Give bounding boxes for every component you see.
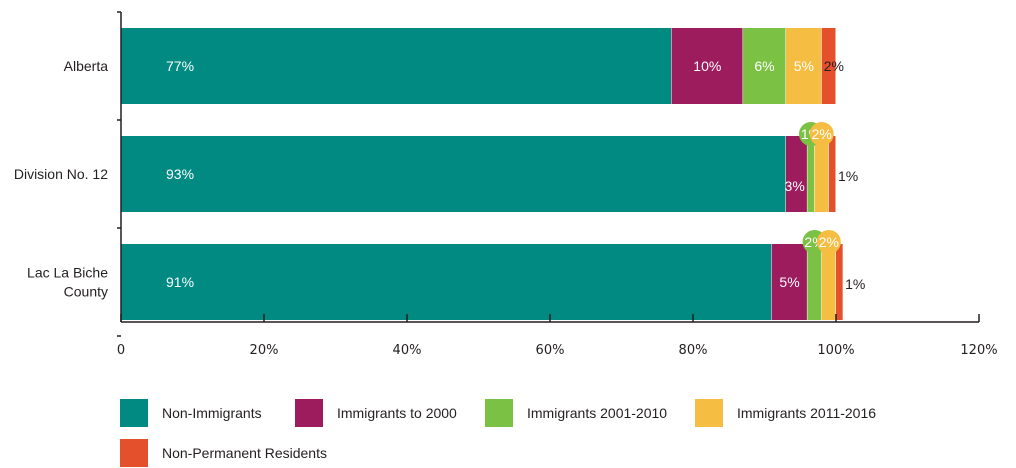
bar-segment-1-1 [121, 28, 672, 104]
x-tick-label: 60% [536, 343, 565, 358]
x-tick-label: 80% [679, 343, 708, 358]
data-label: 2% [819, 234, 839, 250]
bar-segment-3-5 [836, 244, 844, 320]
bar-segment-3-3 [807, 244, 822, 320]
data-label: 1% [845, 276, 865, 292]
bar-segment-2-5 [828, 136, 836, 212]
x-tick-label: 120% [960, 343, 997, 358]
legend-swatch [485, 399, 513, 427]
data-label: 2% [824, 58, 844, 74]
data-label: 10% [693, 58, 721, 74]
bar-segment-1-3 [743, 28, 786, 104]
data-label: 3% [785, 178, 805, 194]
category-label: Lac La Biche [27, 265, 108, 281]
data-label: 1% [838, 168, 858, 184]
data-label: 5% [794, 58, 814, 74]
x-tick-label: 20% [250, 343, 279, 358]
bar-segment-1-2 [671, 28, 744, 104]
data-labels-group: 77%10%6%5%2%93%3%1%2%1%91%5%2%2%1% [166, 58, 865, 292]
data-label: 6% [754, 58, 774, 74]
bar-segment-1-4 [785, 28, 822, 104]
category-label: County [64, 284, 108, 300]
legend-label: Non-Immigrants [162, 405, 262, 421]
legend-label: Non-Permanent Residents [162, 445, 327, 461]
bar-segment-3-2 [771, 244, 808, 320]
legend-swatch [295, 399, 323, 427]
bar-segment-2-1 [121, 136, 786, 212]
legend-swatch [120, 439, 148, 467]
legend-label: Immigrants to 2000 [337, 405, 457, 421]
category-label: Alberta [64, 58, 109, 74]
x-tick-label: 0 [117, 343, 125, 358]
data-label: 93% [166, 166, 194, 182]
x-tick-label: 40% [393, 343, 422, 358]
bar-segment-2-3 [807, 136, 815, 212]
legend-item: Immigrants to 2000 [295, 398, 457, 428]
legend-swatch [695, 399, 723, 427]
axes-group: Alberta Division No. 12 Lac La Biche County… [14, 11, 998, 358]
legend-item: Immigrants 2011-2016 [695, 398, 876, 428]
legend-label: Immigrants 2001-2010 [527, 405, 668, 421]
label-bubble [816, 230, 841, 254]
data-label: 5% [779, 274, 799, 290]
label-bubble [809, 122, 834, 146]
bar-segment-3-1 [121, 244, 772, 320]
legend-swatch [120, 399, 148, 427]
bar-segment-2-4 [814, 136, 829, 212]
legend-item: Immigrants 2001-2010 [485, 398, 667, 428]
x-tick-label: 100% [817, 343, 854, 358]
bar-segment-3-4 [821, 244, 836, 320]
data-label: 2% [812, 126, 832, 142]
legend-item: Non-Permanent Residents [120, 438, 327, 468]
bars-group [121, 28, 844, 320]
legend-label: Immigrants 2011-2016 [737, 405, 877, 421]
bar-segment-2-2 [785, 136, 808, 212]
category-label: Division No. 12 [14, 166, 108, 182]
bar-segment-1-5 [821, 28, 836, 104]
data-label: 91% [166, 274, 194, 290]
data-label: 77% [166, 58, 194, 74]
legend-item: Non-Immigrants [120, 398, 262, 428]
